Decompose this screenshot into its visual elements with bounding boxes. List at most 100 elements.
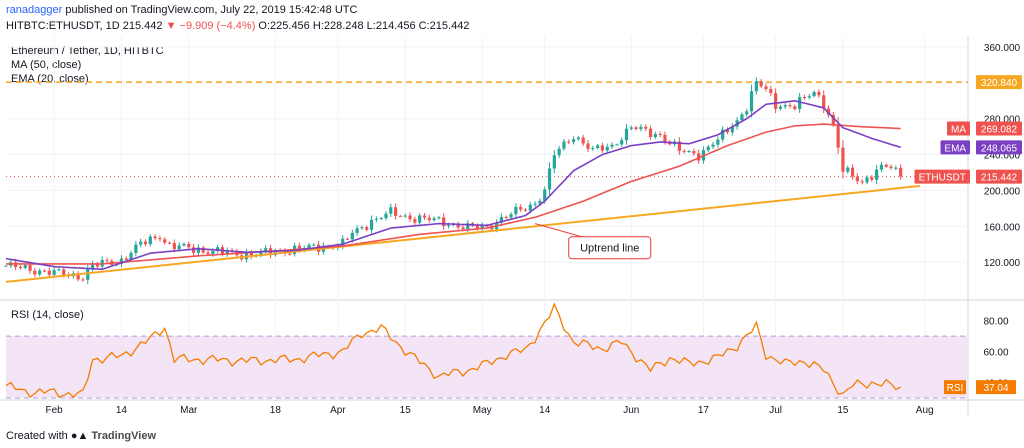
candle-body (432, 218, 436, 221)
candle-body (225, 250, 229, 255)
candle-body (4, 265, 8, 267)
candle-body (523, 209, 528, 211)
x-tick-label: 17 (698, 405, 710, 416)
uptrend-line (5, 184, 921, 283)
x-tick-label: 18 (270, 405, 282, 416)
ma-legend: MA (50, close) (11, 59, 82, 71)
publish-info: ranadagger published on TradingView.com,… (6, 4, 357, 16)
symbol-label: HITBTC:ETHUSDT, 1D (6, 20, 120, 32)
candle-body (105, 260, 109, 262)
candle-body (119, 258, 124, 264)
candle-body (682, 150, 686, 152)
y-tick-label: 240.000 (984, 151, 1021, 162)
candle-body (427, 217, 431, 221)
price-badge-name-text: ETHUSDT (919, 173, 966, 184)
candle-body (167, 242, 172, 244)
candle-body (124, 258, 128, 260)
candle-body (408, 215, 412, 220)
candle-body (802, 97, 807, 99)
candle-body (350, 232, 354, 240)
x-tick-label: Feb (45, 405, 63, 416)
candle-body (422, 215, 427, 218)
ma-50-line (6, 123, 901, 265)
candle-body (437, 217, 441, 219)
footer: Created with ●▲ TradingView (6, 430, 156, 442)
candle-body (384, 213, 388, 219)
price-badge-name-text: MA (951, 124, 966, 135)
chart-title: Ethereum / Tether, 1D, HITBTC (11, 45, 164, 57)
candle-body (134, 244, 138, 253)
candle-body (18, 267, 23, 269)
candle-body (360, 227, 364, 229)
candle-body (850, 167, 855, 177)
y-tick-label: 360.000 (984, 43, 1021, 54)
candle-body (81, 279, 85, 281)
candle-body (615, 144, 619, 146)
candle-body (57, 269, 61, 271)
resistance-price-badge (976, 75, 1022, 90)
candle-body (831, 114, 835, 125)
candle-body (509, 214, 513, 218)
rsi-badge-name (944, 380, 966, 395)
candle-body (191, 247, 196, 253)
candle-body (812, 91, 816, 97)
candle-body (533, 203, 537, 205)
candle-body (76, 273, 80, 280)
price-badge-value (976, 140, 1022, 155)
price-badge-name (940, 140, 970, 155)
candle-body (865, 177, 869, 183)
candle-body (442, 217, 446, 227)
callout-label: Uptrend line (580, 243, 639, 255)
candle-body (846, 167, 850, 172)
candle-body (456, 223, 460, 228)
candle-body (403, 215, 407, 217)
candle-body (216, 247, 220, 252)
candle-body (639, 126, 643, 130)
candle-body (42, 270, 47, 272)
rsi-band (6, 336, 968, 398)
author-name[interactable]: ranadagger (6, 4, 63, 16)
candle-body (571, 139, 576, 142)
price-badge-name (947, 121, 970, 136)
candle-body (288, 253, 292, 255)
candle-body (196, 247, 200, 253)
candle-body (394, 207, 398, 216)
publish-text: published on TradingView.com, July 22, 2… (65, 4, 358, 16)
candle-body (461, 227, 465, 230)
candle-body (610, 144, 614, 147)
candle-body (600, 145, 605, 151)
candle-body (711, 144, 715, 147)
candle-body (369, 219, 374, 230)
candle-body (774, 93, 778, 109)
candle-body (648, 128, 653, 138)
candle-body (264, 248, 268, 251)
candle-body (519, 206, 523, 210)
candle-body (620, 140, 624, 145)
candle-body (374, 218, 378, 220)
candle-body (365, 227, 369, 230)
candle-body (899, 167, 903, 177)
candle-body (187, 243, 191, 248)
rsi-legend: RSI (14, close) (11, 309, 84, 321)
candle-body (889, 166, 893, 168)
candle-body (745, 111, 749, 115)
candle-body (634, 127, 638, 130)
candle-body (706, 146, 710, 151)
candle-body (855, 176, 859, 182)
ohlc-values: O:225.456 H:228.248 L:214.456 C:215.442 (258, 20, 470, 32)
candle-body (552, 155, 556, 169)
candle-body (692, 151, 696, 154)
candle-body (249, 252, 253, 257)
candle-body (345, 238, 350, 240)
brand-text[interactable]: TradingView (91, 430, 157, 442)
candle-body (466, 223, 470, 230)
candle-body (148, 236, 152, 245)
candle-body (95, 263, 99, 267)
candle-body (629, 127, 633, 129)
candle-body (860, 181, 864, 183)
candle-body (90, 263, 95, 270)
x-tick-label: Aug (916, 405, 934, 416)
y-tick-label: 200.000 (984, 186, 1021, 197)
candle-body (480, 225, 484, 229)
